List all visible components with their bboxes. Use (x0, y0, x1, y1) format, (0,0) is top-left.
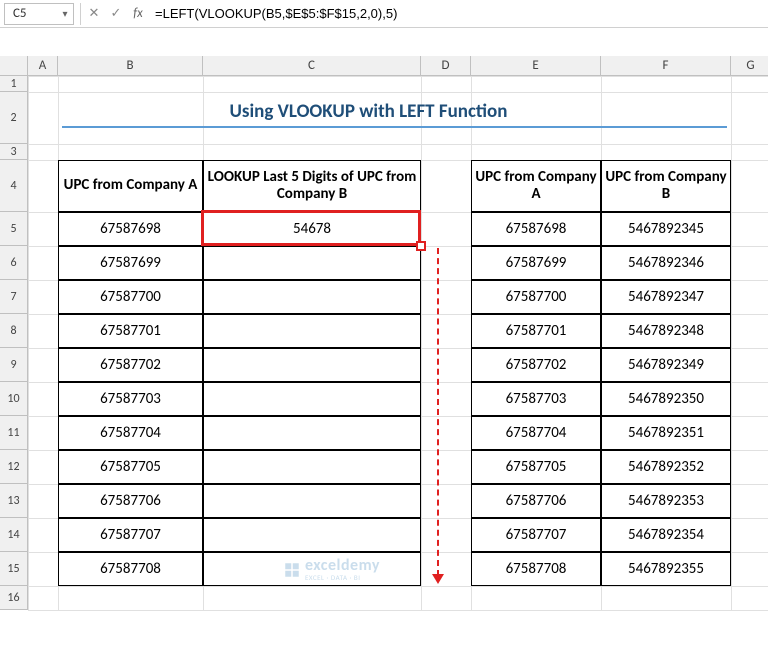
table-cell[interactable]: 67587703 (471, 382, 601, 416)
row-header-4[interactable]: 4 (0, 160, 28, 212)
watermark-logo-icon (283, 561, 301, 579)
drag-indicator (437, 248, 439, 576)
table-cell[interactable]: 67587701 (58, 314, 203, 348)
table-cell[interactable]: 67587702 (471, 348, 601, 382)
table-cell[interactable] (203, 280, 421, 314)
col-header-B[interactable]: B (58, 56, 203, 76)
table-cell[interactable]: 67587706 (58, 484, 203, 518)
col-header-C[interactable]: C (203, 56, 421, 76)
table-cell[interactable]: 67587699 (58, 246, 203, 280)
table-cell[interactable]: 67587707 (58, 518, 203, 552)
table-cell[interactable]: 5467892351 (601, 416, 731, 450)
table-cell[interactable] (203, 518, 421, 552)
table-cell[interactable]: 67587705 (471, 450, 601, 484)
table-cell[interactable]: 67587705 (58, 450, 203, 484)
table-cell[interactable]: 5467892348 (601, 314, 731, 348)
table-cell[interactable] (203, 484, 421, 518)
table-header[interactable]: UPC from Company A (58, 160, 203, 212)
table-cell[interactable]: 67587708 (58, 552, 203, 586)
name-box-dropdown-icon[interactable]: ▾ (57, 7, 73, 20)
table-cell[interactable]: 67587707 (471, 518, 601, 552)
table-cell[interactable]: 67587700 (471, 280, 601, 314)
row-header-5[interactable]: 5 (0, 212, 28, 246)
table-cell[interactable] (203, 450, 421, 484)
row-header-10[interactable]: 10 (0, 382, 28, 416)
table-cell[interactable]: 5467892349 (601, 348, 731, 382)
table-cell[interactable]: 67587704 (471, 416, 601, 450)
table-cell[interactable] (203, 382, 421, 416)
row-header-16[interactable]: 16 (0, 586, 28, 610)
row-header-2[interactable]: 2 (0, 92, 28, 144)
table-cell[interactable]: 5467892354 (601, 518, 731, 552)
row-header-1[interactable]: 1 (0, 76, 28, 92)
formula-bar-row: C5 ▾ ✕ ✓ fx (0, 0, 768, 28)
title-underline (62, 126, 727, 128)
table-cell[interactable]: 5467892352 (601, 450, 731, 484)
table-header[interactable]: UPC from Company A (471, 160, 601, 212)
table-cell[interactable]: 5467892355 (601, 552, 731, 586)
table-cell[interactable]: 67587706 (471, 484, 601, 518)
table-cell[interactable]: 5467892345 (601, 212, 731, 246)
table-cell[interactable] (203, 348, 421, 382)
watermark-sub: EXCEL · DATA · BI (305, 574, 380, 581)
table-cell[interactable]: 67587702 (58, 348, 203, 382)
row-header-7[interactable]: 7 (0, 280, 28, 314)
cancel-icon[interactable]: ✕ (83, 6, 105, 21)
row-header-13[interactable]: 13 (0, 484, 28, 518)
spreadsheet-grid: ABCDEFG12345678910111213141516Using VLOO… (0, 56, 768, 650)
row-header-11[interactable]: 11 (0, 416, 28, 450)
page-title: Using VLOOKUP with LEFT Function (230, 100, 508, 123)
col-header-D[interactable]: D (421, 56, 471, 76)
table-cell[interactable]: 67587700 (58, 280, 203, 314)
table-header[interactable]: UPC from Company B (601, 160, 731, 212)
watermark-main: exceldemy (305, 558, 380, 574)
name-box-container: C5 ▾ (4, 3, 74, 25)
table-cell[interactable]: 67587698 (58, 212, 203, 246)
row-header-15[interactable]: 15 (0, 552, 28, 586)
row-header-3[interactable]: 3 (0, 144, 28, 160)
name-box[interactable]: C5 (5, 6, 57, 21)
table-cell[interactable]: 5467892346 (601, 246, 731, 280)
table-cell[interactable]: 5467892350 (601, 382, 731, 416)
confirm-icon[interactable]: ✓ (105, 6, 127, 21)
table-cell[interactable]: 67587701 (471, 314, 601, 348)
table-cell[interactable]: 54678 (203, 212, 421, 246)
cells-area[interactable]: Using VLOOKUP with LEFT Function UPC from… (28, 76, 768, 610)
fx-icon[interactable]: fx (127, 6, 149, 21)
table-cell[interactable]: 67587703 (58, 382, 203, 416)
row-header-14[interactable]: 14 (0, 518, 28, 552)
row-header-9[interactable]: 9 (0, 348, 28, 382)
watermark: exceldemyEXCEL · DATA · BI (283, 558, 380, 581)
table-cell[interactable]: 5467892347 (601, 280, 731, 314)
drag-arrow-head-icon (432, 574, 444, 584)
table-cell[interactable]: 67587708 (471, 552, 601, 586)
row-header-8[interactable]: 8 (0, 314, 28, 348)
row-header-6[interactable]: 6 (0, 246, 28, 280)
table-cell[interactable]: 5467892353 (601, 484, 731, 518)
formula-input[interactable] (149, 3, 768, 25)
table-header[interactable]: LOOKUP Last 5 Digits of UPC from Company… (203, 160, 421, 212)
table-cell[interactable] (203, 314, 421, 348)
col-header-F[interactable]: F (601, 56, 731, 76)
fill-handle[interactable] (416, 241, 426, 251)
table-cell[interactable] (203, 246, 421, 280)
row-header-12[interactable]: 12 (0, 450, 28, 484)
table-cell[interactable]: 67587704 (58, 416, 203, 450)
table-cell[interactable] (203, 416, 421, 450)
select-all-corner[interactable] (0, 56, 28, 76)
table-cell[interactable]: 67587698 (471, 212, 601, 246)
col-header-G[interactable]: G (731, 56, 768, 76)
col-header-E[interactable]: E (471, 56, 601, 76)
divider (80, 3, 81, 25)
table-cell[interactable]: 67587699 (471, 246, 601, 280)
col-header-A[interactable]: A (28, 56, 58, 76)
